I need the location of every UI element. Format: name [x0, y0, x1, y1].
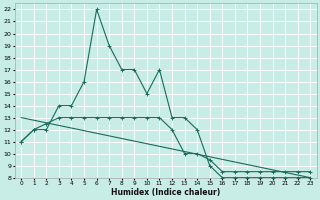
X-axis label: Humidex (Indice chaleur): Humidex (Indice chaleur) — [111, 188, 220, 197]
